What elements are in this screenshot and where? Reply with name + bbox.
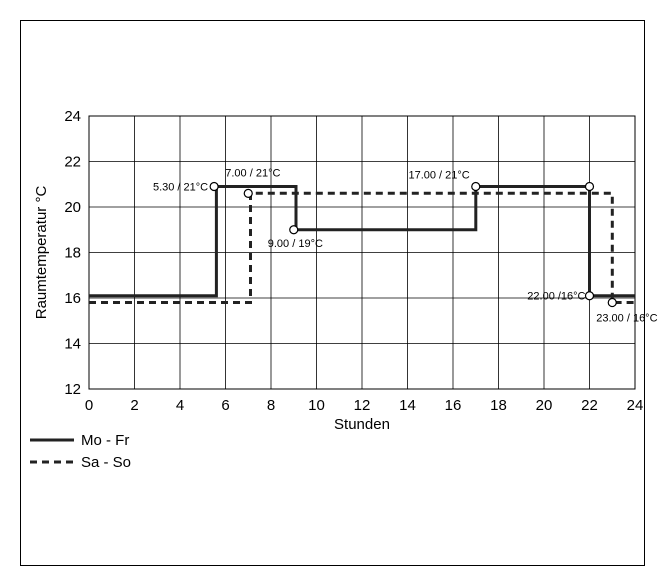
x-tick-label: 4 <box>176 397 184 414</box>
annotation-label: 9.00 / 19°C <box>268 238 323 250</box>
y-tick-label: 14 <box>64 336 81 353</box>
legend-label-sa-so: Sa - So <box>81 454 131 471</box>
grid <box>88 115 636 390</box>
y-tick-label: 22 <box>64 154 81 171</box>
data-point-marker <box>584 181 595 192</box>
x-tick-label: 20 <box>536 397 553 414</box>
y-tick-label: 20 <box>64 199 81 216</box>
x-tick-label: 0 <box>85 397 93 414</box>
annotation-label: 7.00 / 21°C <box>225 167 280 179</box>
legend: Mo - Fr Sa - So <box>30 432 131 471</box>
data-point-marker <box>607 297 617 308</box>
annotation-label: 17.00 / 21°C <box>408 170 469 182</box>
data-point-marker <box>471 181 481 192</box>
annotation-label: 5.30 / 21°C <box>153 182 208 194</box>
data-point-marker <box>289 225 299 235</box>
x-tick-label: 12 <box>354 397 371 414</box>
data-point-marker <box>243 188 253 198</box>
x-tick-label: 10 <box>308 397 325 414</box>
x-axis-label: Stunden <box>334 416 390 433</box>
data-point-marker <box>209 181 219 192</box>
y-axis-label: Raumtemperatur °C <box>33 186 50 320</box>
y-tick-label: 12 <box>64 381 81 398</box>
x-tick-label: 14 <box>399 397 416 414</box>
data-point-marker <box>584 291 595 301</box>
marker-layer <box>209 181 617 308</box>
y-tick-label: 18 <box>64 245 81 262</box>
x-tick-label: 18 <box>490 397 507 414</box>
annotation-label: 22.00 /16°C <box>527 291 585 303</box>
x-tick-label: 8 <box>267 397 275 414</box>
x-tick-label: 24 <box>627 397 644 414</box>
x-tick-label: 16 <box>445 397 462 414</box>
series-line-mo-fr <box>89 185 635 298</box>
x-tick-label: 6 <box>221 397 229 414</box>
annotation-label: 23.00 / 16°C <box>596 313 657 325</box>
figure-frame <box>20 20 645 566</box>
x-tick-label: 2 <box>130 397 138 414</box>
y-tick-label: 24 <box>64 108 81 125</box>
annotation-layer: 5.30 / 21°C 7.00 / 21°C 9.00 / 19°C 17.00 /… <box>153 167 658 324</box>
y-tick-label: 16 <box>64 290 81 307</box>
x-tick-label: 22 <box>581 397 598 414</box>
legend-label-mo-fr: Mo - Fr <box>81 432 129 449</box>
